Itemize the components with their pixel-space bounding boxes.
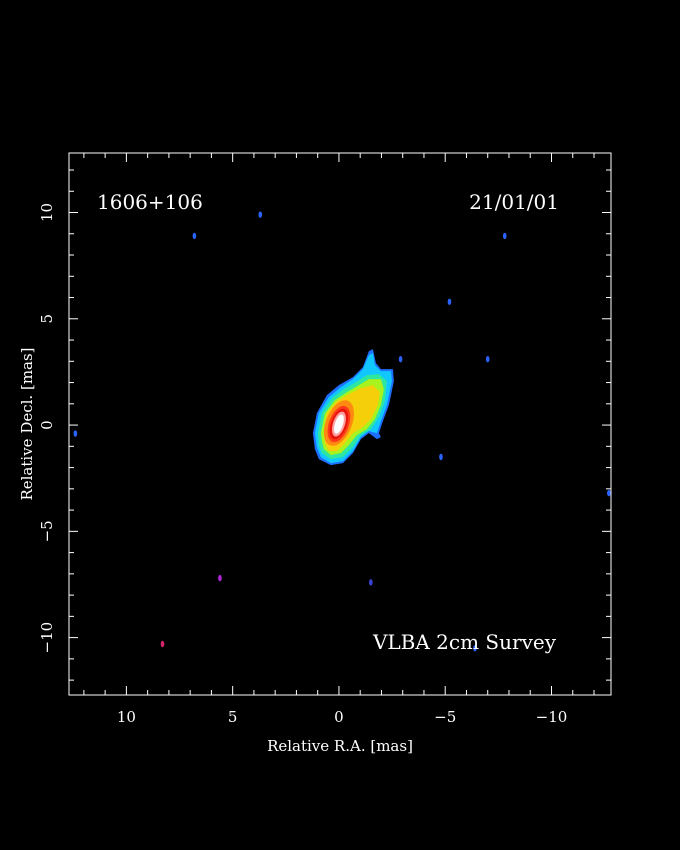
x-axis-title: Relative R.A. [mas] [267, 737, 413, 755]
noise-spot [473, 645, 477, 652]
noise-spot [447, 298, 452, 305]
x-tick-labels: 10 5 0 −5 −10 [117, 708, 567, 726]
noise-spot [369, 579, 373, 586]
x-tick-label: 5 [228, 708, 238, 726]
noise-spot [258, 211, 263, 218]
y-tick-label: 5 [38, 314, 56, 324]
noise-spot [160, 640, 165, 648]
y-axis-title: Relative Decl. [mas] [18, 347, 36, 500]
x-tick-label: −5 [434, 708, 456, 726]
survey-label: VLBA 2cm Survey [372, 630, 557, 654]
noise-spot [218, 574, 222, 582]
plot-frame [68, 152, 612, 696]
x-tick-label: 0 [334, 708, 344, 726]
noise-spot [192, 232, 197, 240]
noise-spot [607, 489, 611, 497]
y-tick-label: −10 [38, 622, 56, 654]
source-name-label: 1606+106 [97, 190, 203, 214]
y-tick-label: 0 [38, 420, 56, 430]
x-tick-label: 10 [117, 708, 136, 726]
noise-spot [485, 355, 490, 363]
y-tick-labels: 10 5 0 −5 −10 [38, 203, 56, 653]
noise-spot [73, 430, 78, 437]
y-tick-label: 10 [38, 203, 56, 222]
epoch-label: 21/01/01 [469, 190, 559, 214]
noise-spot [439, 453, 443, 461]
axis-ticks [69, 153, 611, 695]
radio-map-layer [73, 211, 611, 652]
noise-spot [502, 232, 507, 240]
contour-level-10 [334, 414, 344, 434]
noise-spot [398, 355, 403, 363]
y-tick-label: −5 [38, 520, 56, 542]
x-tick-label: −10 [536, 708, 568, 726]
